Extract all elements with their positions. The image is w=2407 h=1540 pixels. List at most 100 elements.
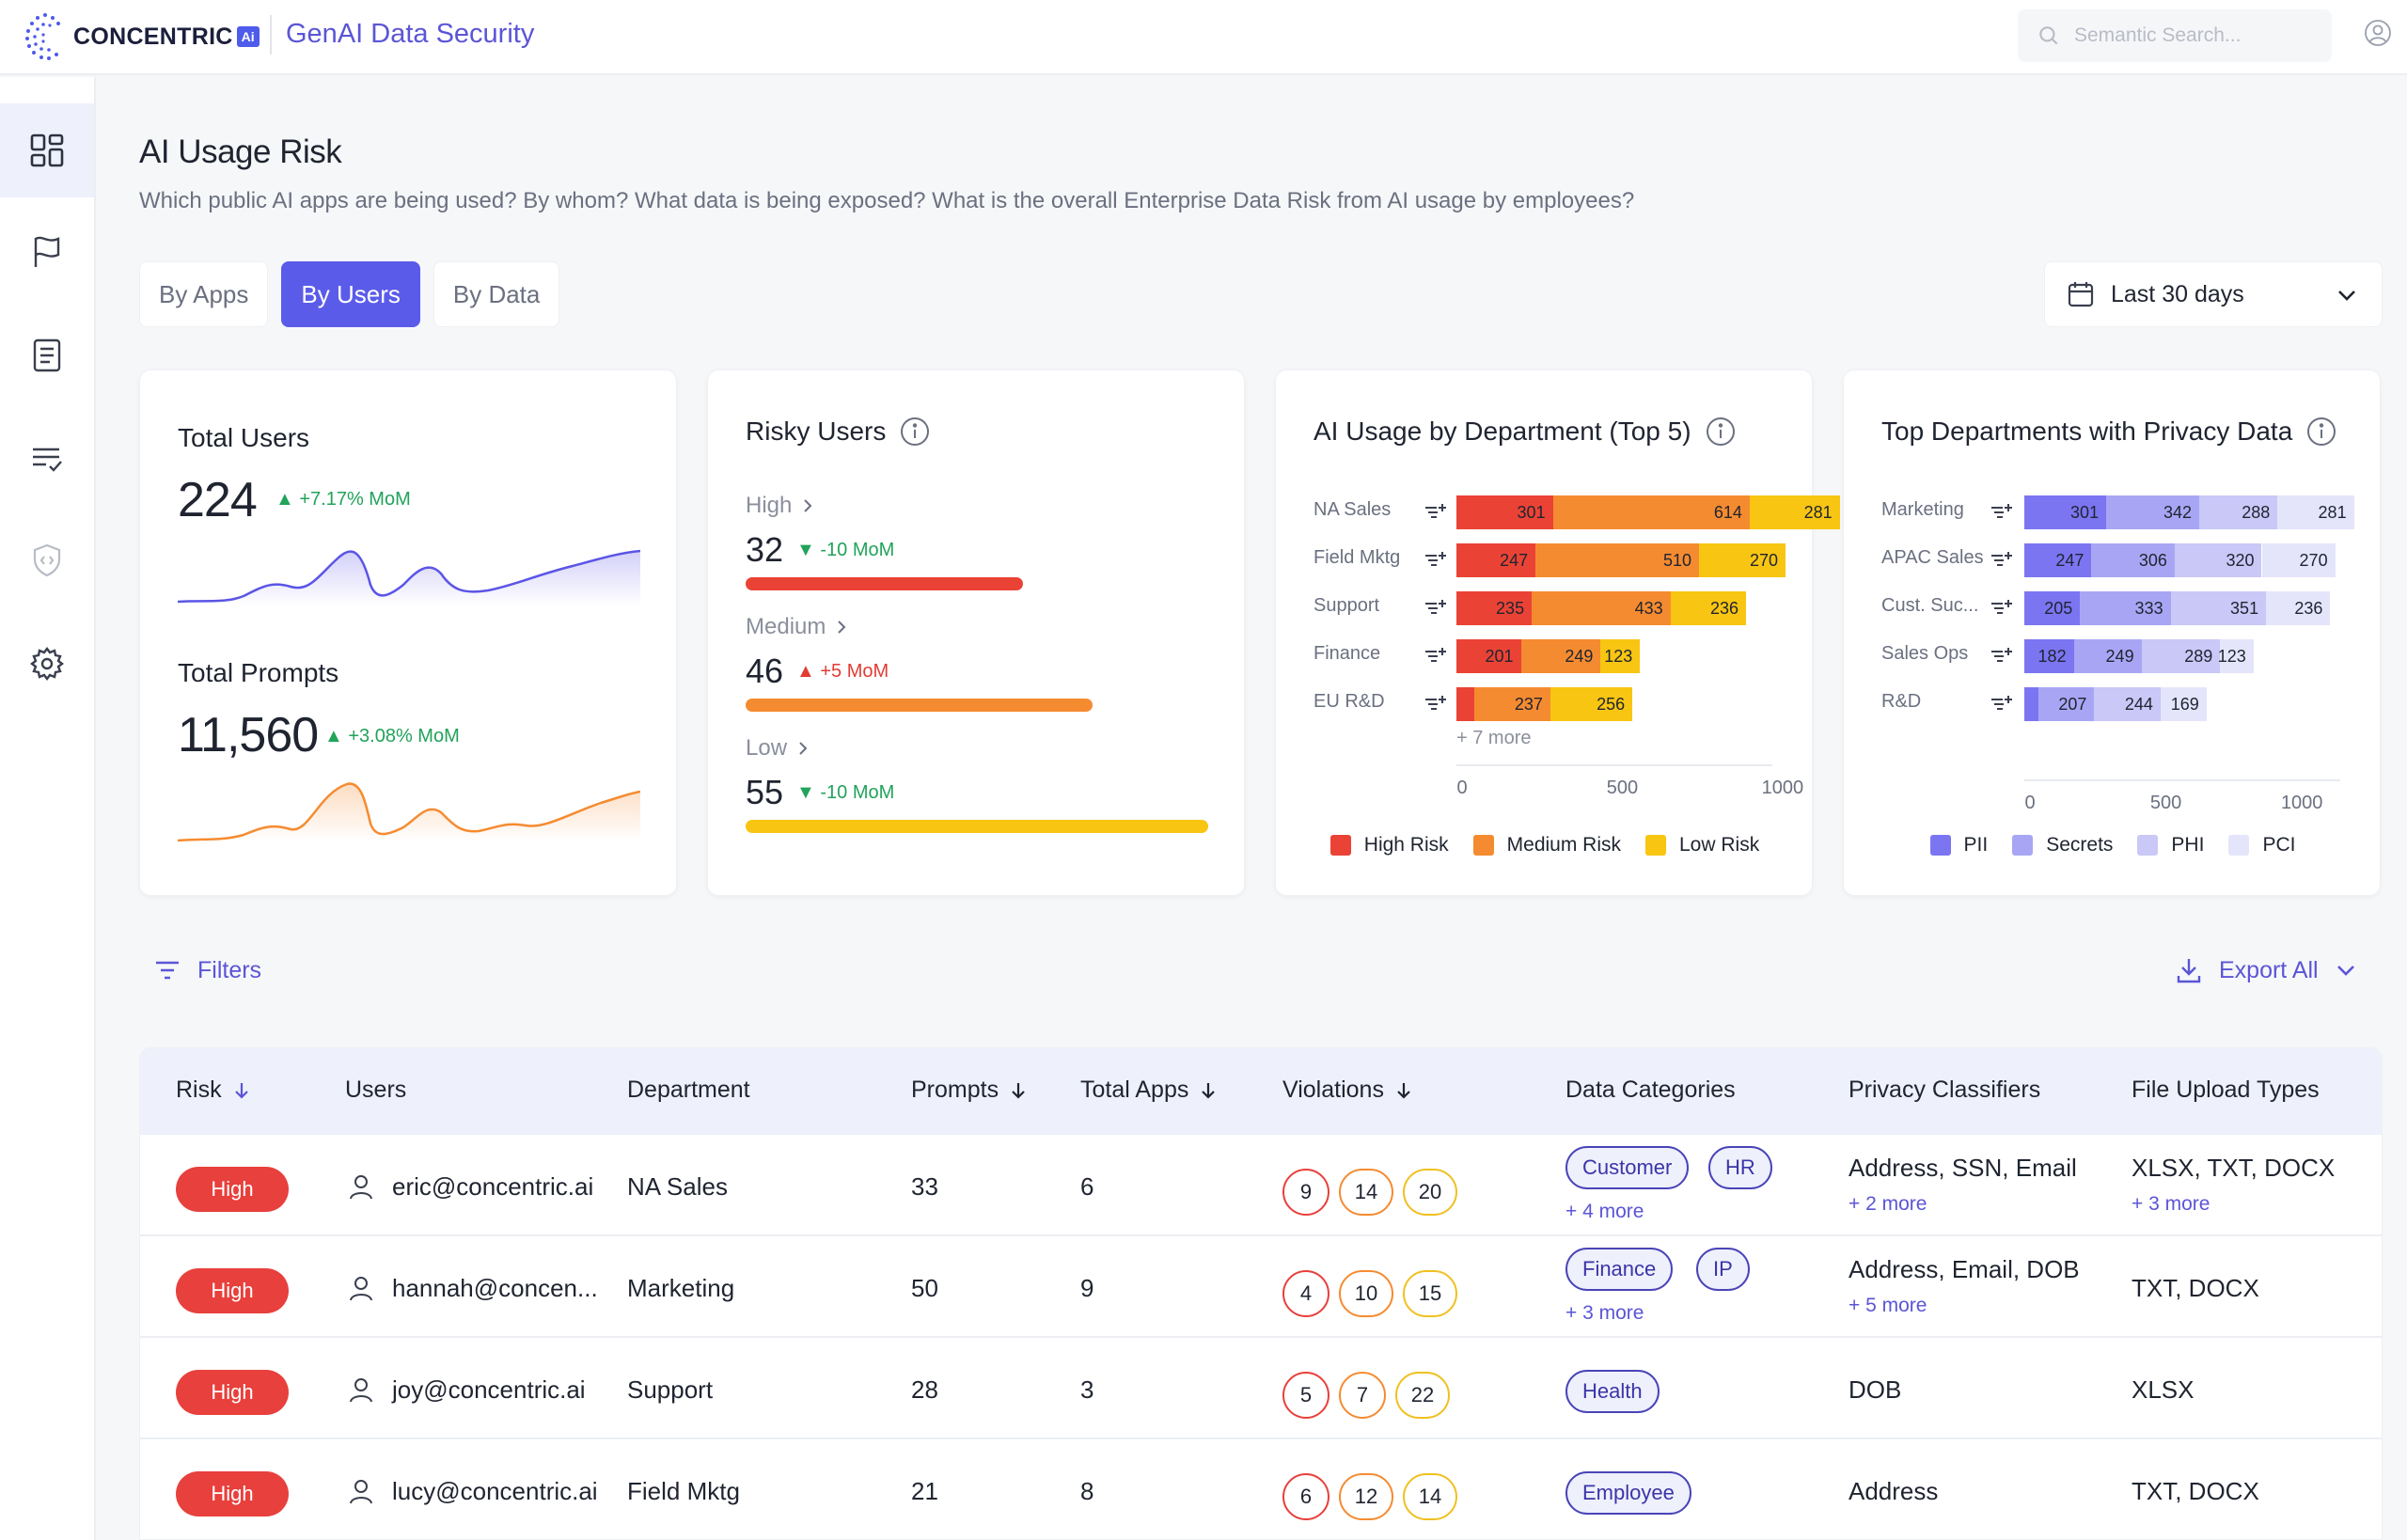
col-department[interactable]: Department xyxy=(627,1076,750,1103)
filter-add-icon[interactable] xyxy=(1989,644,2013,668)
sidebar-item-settings[interactable] xyxy=(0,617,94,711)
bar-segment[interactable]: 249 xyxy=(1520,639,1601,673)
date-range-select[interactable]: Last 30 days xyxy=(2044,261,2383,327)
violation-count-badge[interactable]: 7 xyxy=(1339,1372,1386,1419)
bar-segment[interactable]: 123 xyxy=(2218,639,2254,673)
bar-segment[interactable]: 301 xyxy=(1456,495,1553,529)
legend-item[interactable]: PCI xyxy=(2228,834,2295,856)
col-file-upload-types[interactable]: File Upload Types xyxy=(2132,1076,2320,1103)
tab-by-apps[interactable]: By Apps xyxy=(139,261,269,327)
bar-segment[interactable] xyxy=(1456,687,1475,721)
bar-segment[interactable]: 270 xyxy=(2261,543,2336,577)
filter-add-icon[interactable] xyxy=(1989,548,2013,573)
bar-segment[interactable]: 256 xyxy=(1550,687,1633,721)
violation-count-badge[interactable]: 5 xyxy=(1282,1372,1329,1419)
col-users[interactable]: Users xyxy=(345,1076,407,1103)
table-row[interactable]: High eric@concentric.ai NA Sales 33 6 9 14 20 Cu… xyxy=(140,1135,2382,1236)
bar-segment[interactable]: 270 xyxy=(1699,543,1786,577)
bar-segment[interactable]: 207 xyxy=(2037,687,2095,721)
sidebar-item-security[interactable] xyxy=(0,513,94,607)
sidebar-item-dashboard[interactable] xyxy=(0,103,94,197)
violation-count-badge[interactable]: 4 xyxy=(1282,1270,1329,1317)
filter-add-icon[interactable] xyxy=(1423,692,1447,716)
filter-add-icon[interactable] xyxy=(1423,548,1447,573)
info-icon[interactable] xyxy=(2305,416,2337,448)
bar-segment[interactable] xyxy=(2024,687,2038,721)
data-category-tag[interactable]: IP xyxy=(1696,1248,1750,1291)
filter-add-icon[interactable] xyxy=(1989,596,2013,621)
bar-segment[interactable]: 236 xyxy=(1670,591,1747,625)
violation-count-badge[interactable]: 9 xyxy=(1282,1169,1329,1216)
bar-segment[interactable]: 614 xyxy=(1552,495,1750,529)
more-departments-link[interactable]: + 7 more xyxy=(1456,728,1532,748)
bar-segment[interactable]: 281 xyxy=(1749,495,1840,529)
violation-count-badge[interactable]: 22 xyxy=(1395,1372,1450,1419)
bar-segment[interactable]: 247 xyxy=(1456,543,1536,577)
bar-segment[interactable]: 205 xyxy=(2024,591,2081,625)
tab-by-users[interactable]: By Users xyxy=(281,261,420,327)
data-category-tag[interactable]: HR xyxy=(1708,1146,1772,1189)
privacy-more-link[interactable]: + 2 more xyxy=(1849,1193,1927,1215)
legend-item[interactable]: PII xyxy=(1929,834,1988,856)
bar-segment[interactable]: 342 xyxy=(2106,495,2199,529)
risk-level-low[interactable]: Low xyxy=(746,735,811,762)
table-row[interactable]: High joy@concentric.ai Support 28 3 5 7 22 Healt… xyxy=(140,1338,2382,1439)
bar-segment[interactable]: 333 xyxy=(2080,591,2171,625)
bar-segment[interactable]: 123 xyxy=(1600,639,1641,673)
bar-segment[interactable]: 249 xyxy=(2073,639,2142,673)
data-category-tag[interactable]: Health xyxy=(1565,1370,1660,1413)
tab-by-data[interactable]: By Data xyxy=(433,261,560,327)
data-category-tag[interactable]: Customer xyxy=(1565,1146,1690,1189)
violation-count-badge[interactable]: 15 xyxy=(1403,1270,1457,1317)
violation-count-badge[interactable]: 14 xyxy=(1339,1169,1393,1216)
violation-count-badge[interactable]: 14 xyxy=(1403,1473,1457,1520)
legend-item[interactable]: PHI xyxy=(2137,834,2204,856)
risk-level-medium[interactable]: Medium xyxy=(746,614,850,640)
data-category-tag[interactable]: Employee xyxy=(1565,1471,1691,1515)
logo[interactable]: CONCENTRIC Ai xyxy=(17,9,260,64)
bar-segment[interactable]: 288 xyxy=(2199,495,2278,529)
search-input[interactable]: Semantic Search... xyxy=(2018,9,2332,62)
table-row[interactable]: High lucy@concentric.ai Field Mktg 21 8 6 12 14… xyxy=(140,1439,2382,1539)
filter-add-icon[interactable] xyxy=(1423,596,1447,621)
filter-add-icon[interactable] xyxy=(1989,500,2013,525)
bar-segment[interactable]: 433 xyxy=(1532,591,1671,625)
legend-item[interactable]: Secrets xyxy=(2012,834,2113,856)
violation-count-badge[interactable]: 12 xyxy=(1339,1473,1393,1520)
user-profile-icon[interactable] xyxy=(2364,19,2392,47)
risk-level-high[interactable]: High xyxy=(746,493,816,519)
user-email[interactable]: eric@concentric.ai xyxy=(392,1172,594,1201)
col-total-apps[interactable]: Total Apps xyxy=(1080,1076,1219,1104)
col-privacy-classifiers[interactable]: Privacy Classifiers xyxy=(1849,1076,2041,1103)
info-icon[interactable] xyxy=(899,416,931,448)
bar-segment[interactable]: 306 xyxy=(2091,543,2175,577)
col-violations[interactable]: Violations xyxy=(1282,1076,1414,1104)
col-data-categories[interactable]: Data Categories xyxy=(1565,1076,1736,1103)
export-all-button[interactable]: Export All xyxy=(2174,955,2358,985)
user-email[interactable]: lucy@concentric.ai xyxy=(392,1477,598,1505)
bar-segment[interactable]: 301 xyxy=(2024,495,2107,529)
bar-segment[interactable]: 235 xyxy=(1456,591,1533,625)
sidebar-item-flags[interactable] xyxy=(0,205,94,299)
bar-segment[interactable]: 510 xyxy=(1535,543,1699,577)
violation-count-badge[interactable]: 20 xyxy=(1403,1169,1457,1216)
privacy-more-link[interactable]: + 5 more xyxy=(1849,1295,1927,1316)
user-email[interactable]: joy@concentric.ai xyxy=(392,1375,586,1404)
bar-segment[interactable]: 237 xyxy=(1474,687,1550,721)
violation-count-badge[interactable]: 6 xyxy=(1282,1473,1329,1520)
bar-segment[interactable]: 289 xyxy=(2141,639,2221,673)
bar-segment[interactable]: 351 xyxy=(2170,591,2267,625)
sidebar-item-reports[interactable] xyxy=(0,308,94,402)
bar-segment[interactable]: 201 xyxy=(1456,639,1521,673)
categories-more-link[interactable]: + 4 more xyxy=(1565,1201,1644,1222)
bar-segment[interactable]: 169 xyxy=(2160,687,2207,721)
bar-segment[interactable]: 182 xyxy=(2024,639,2074,673)
bar-segment[interactable]: 320 xyxy=(2174,543,2262,577)
info-icon[interactable] xyxy=(1705,416,1737,448)
violation-count-badge[interactable]: 10 xyxy=(1339,1270,1393,1317)
col-prompts[interactable]: Prompts xyxy=(911,1076,1029,1104)
bar-segment[interactable]: 281 xyxy=(2277,495,2354,529)
filter-add-icon[interactable] xyxy=(1423,644,1447,668)
col-risk[interactable]: Risk xyxy=(176,1076,252,1104)
bar-segment[interactable]: 247 xyxy=(2024,543,2092,577)
